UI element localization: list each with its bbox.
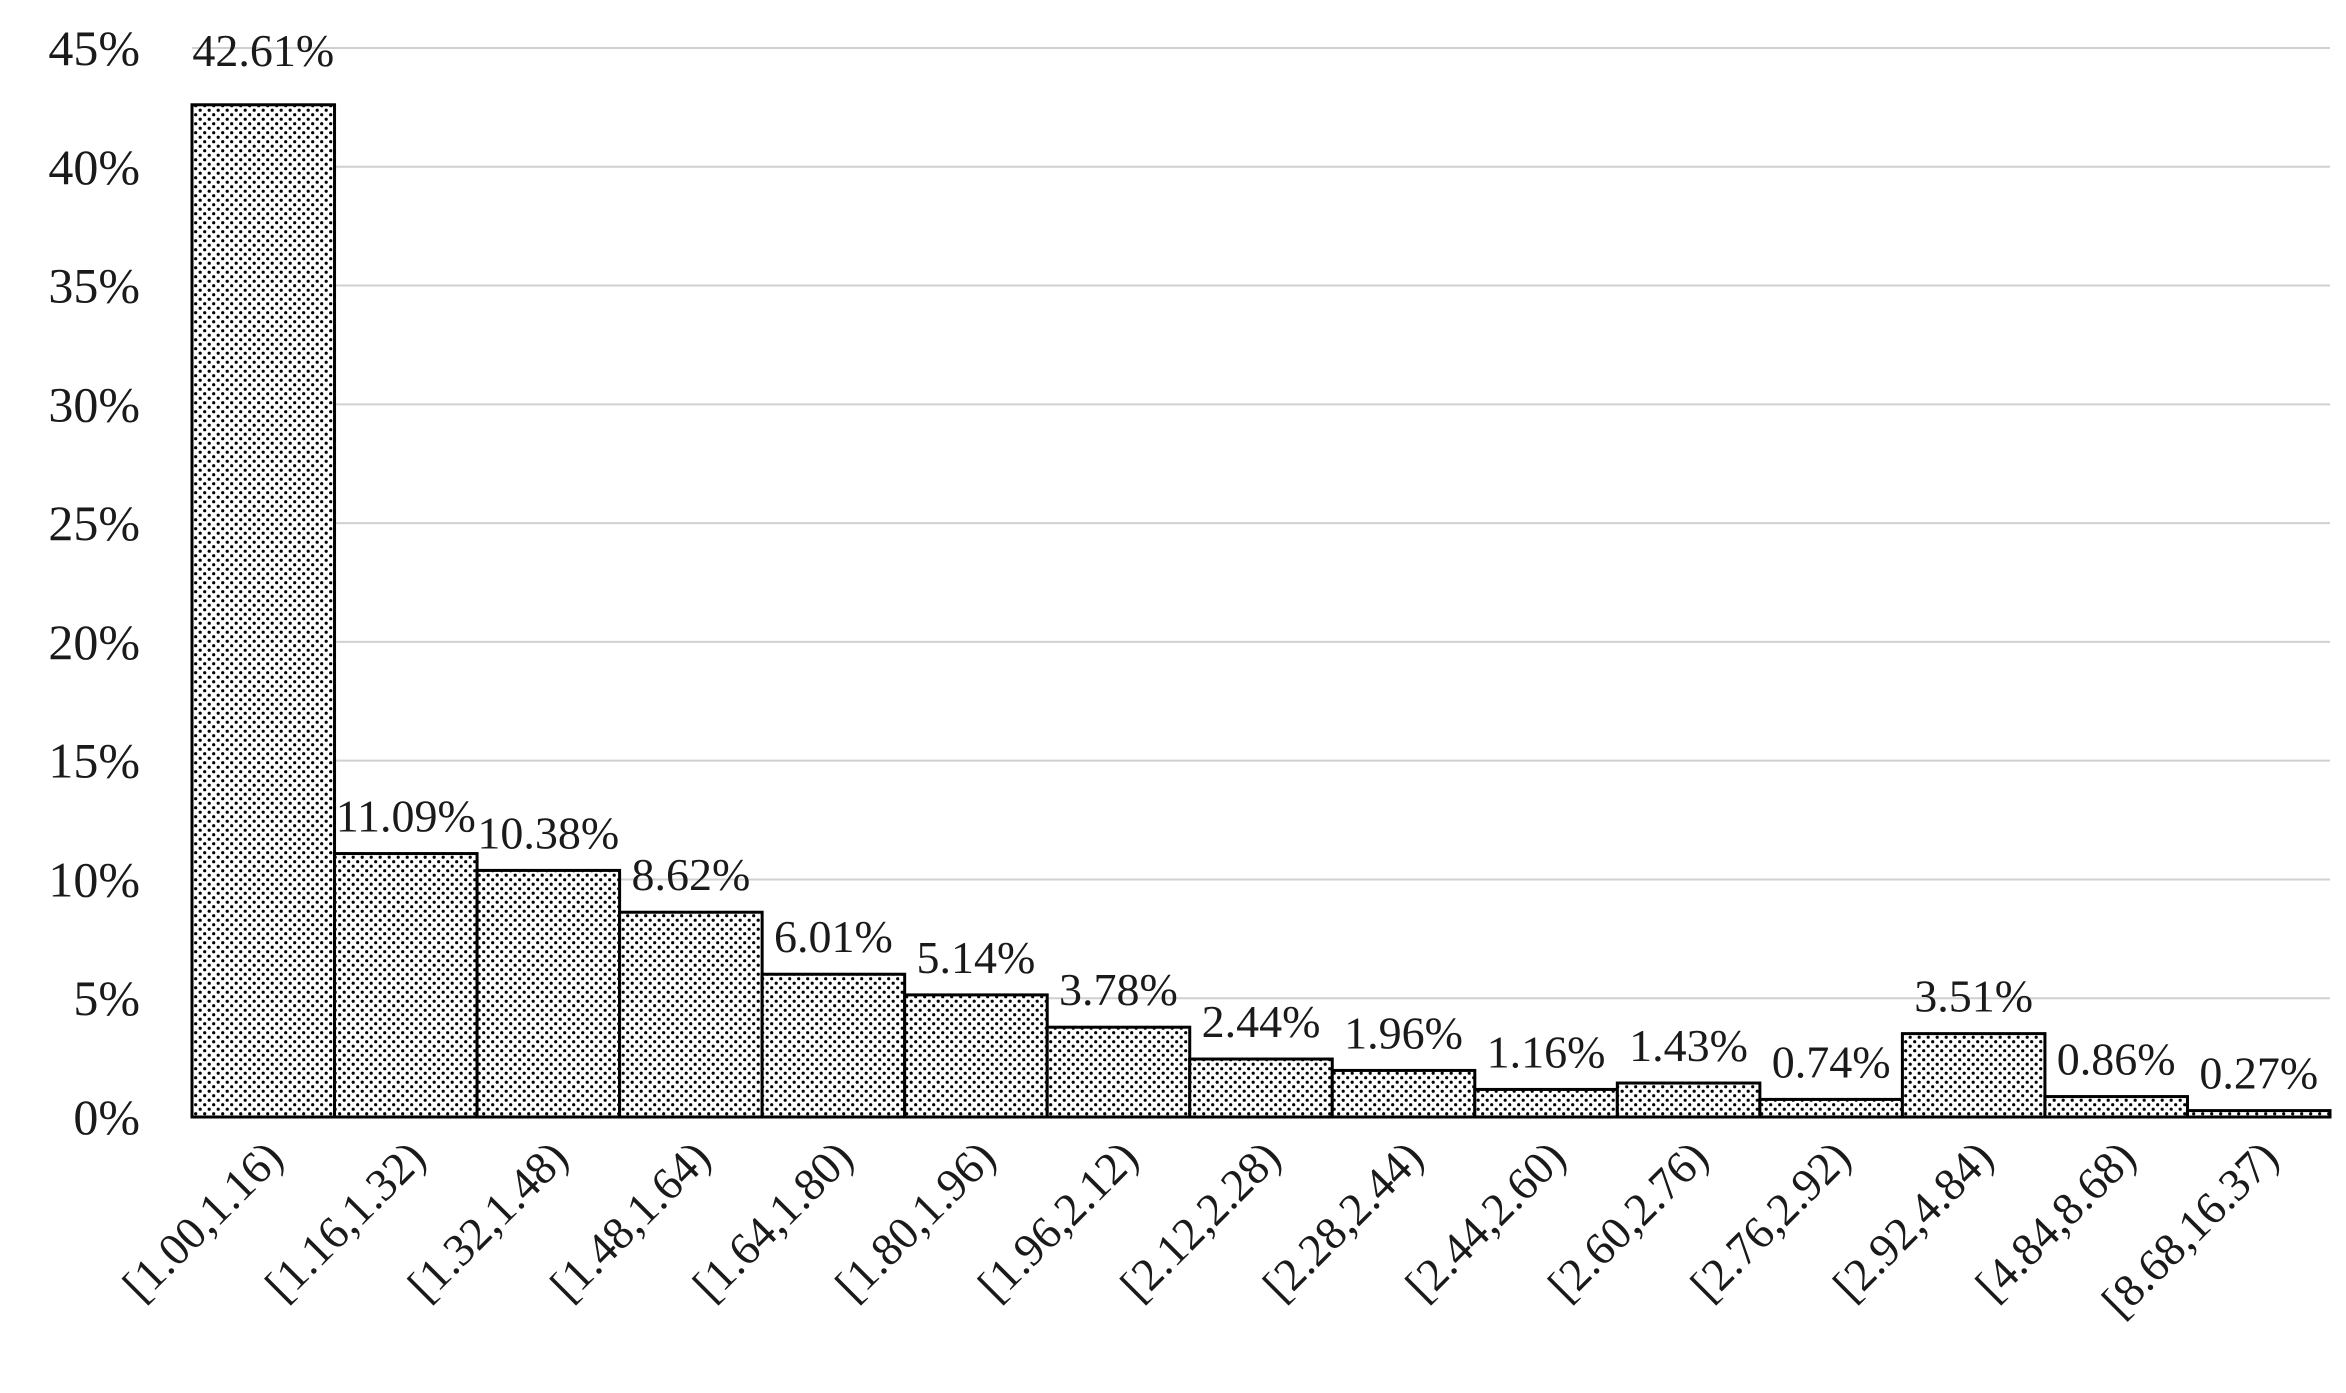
data-label: 0.74% bbox=[1772, 1036, 1891, 1087]
data-label: 10.38% bbox=[477, 807, 619, 858]
data-label: 3.78% bbox=[1059, 964, 1178, 1015]
bar-[2.76,2.92) bbox=[1758, 1097, 1904, 1119]
data-label: 8.62% bbox=[631, 849, 750, 900]
bar-[2.44,2.60) bbox=[1473, 1087, 1619, 1119]
bar-[1.64,1.80) bbox=[760, 972, 907, 1119]
y-tick-label: 5% bbox=[73, 970, 140, 1026]
bar-[1.80,1.96) bbox=[903, 993, 1049, 1119]
y-tick-label: 40% bbox=[48, 139, 140, 195]
data-label: 0.86% bbox=[2057, 1034, 2176, 1085]
bar-[2.12,2.28) bbox=[1188, 1057, 1334, 1119]
x-category-labels: [1.00,1.16)[1.16,1.32)[1.32,1.48)[1.48,1… bbox=[113, 1131, 2288, 1327]
y-tick-label: 30% bbox=[48, 376, 140, 432]
data-label: 42.61% bbox=[192, 25, 334, 76]
data-labels: 42.61% 11.09% 10.38%8.62% 6.01% 5.14% 3.78% 2.… bbox=[192, 25, 2318, 1099]
y-tick-label: 35% bbox=[48, 258, 140, 314]
data-label: 5.14% bbox=[917, 932, 1036, 983]
data-label: 2.44% bbox=[1202, 996, 1321, 1047]
bar-[2.92,4.84) bbox=[1900, 1032, 2047, 1119]
bar-[2.60,2.76) bbox=[1615, 1081, 1762, 1119]
y-tick-label: 10% bbox=[48, 851, 140, 907]
data-label: 1.96% bbox=[1344, 1007, 1463, 1058]
data-label: 11.09% bbox=[336, 791, 476, 842]
bar-[1.00,1.16) bbox=[190, 103, 337, 1119]
y-tick-label: 0% bbox=[73, 1089, 140, 1145]
bars bbox=[190, 103, 2332, 1119]
bar-[2.28,2.44) bbox=[1330, 1068, 1477, 1119]
y-tick-label: 45% bbox=[48, 20, 140, 76]
data-label: 1.43% bbox=[1629, 1020, 1748, 1071]
data-label: 6.01% bbox=[774, 911, 893, 962]
data-label: 3.51% bbox=[1914, 971, 2033, 1022]
y-tick-labels: 0% 5% 10% 15% 20% 25% 30% 35% 40% 45% bbox=[48, 20, 140, 1145]
bar-[1.48,1.64) bbox=[618, 910, 764, 1119]
data-label: 1.16% bbox=[1487, 1026, 1606, 1077]
y-tick-label: 25% bbox=[48, 495, 140, 551]
bar-[4.84,8.68) bbox=[2043, 1095, 2189, 1119]
bar-[1.32,1.48) bbox=[475, 868, 622, 1119]
data-label: 0.27% bbox=[2199, 1048, 2318, 1099]
y-tick-label: 20% bbox=[48, 614, 140, 670]
bar-[1.16,1.32) bbox=[333, 852, 479, 1119]
bar-[1.96,2.12) bbox=[1045, 1025, 1192, 1119]
y-tick-label: 15% bbox=[48, 733, 140, 789]
